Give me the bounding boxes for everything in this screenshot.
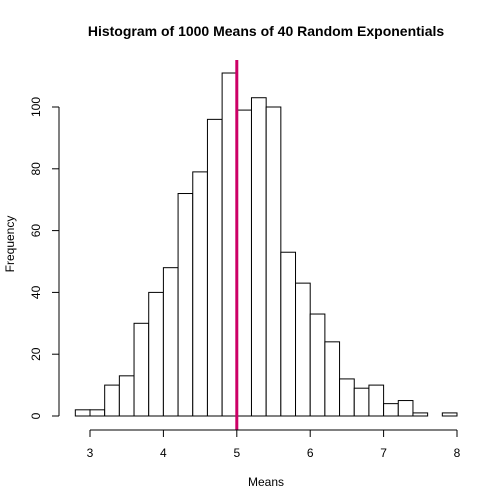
histogram-bar [118,375,135,417]
x-axis-label: Means [248,475,284,489]
y-tick-label: 0 [29,412,43,419]
histogram-bar [397,400,414,417]
histogram-bar [280,251,297,417]
y-tick-label: 60 [29,224,43,238]
histogram-bar [368,384,385,417]
histogram-bar [250,97,267,417]
histogram-bar [133,322,150,417]
x-tick-label: 8 [454,446,461,460]
histogram-bar [162,267,179,417]
histogram-bar [192,171,208,417]
histogram-bar [236,109,252,417]
histogram-bar [148,291,164,417]
histogram-bar [295,282,311,417]
y-axis: 0 20 40 60 80 100 [29,97,60,419]
histogram-bar [265,106,282,417]
histogram-bar [104,384,120,417]
y-tick-label: 40 [29,285,43,299]
histogram-bars [74,72,458,417]
x-tick-label: 3 [87,446,94,460]
y-axis-label: Frequency [3,216,17,273]
y-tick-label: 80 [29,162,43,176]
histogram-bar [383,403,399,417]
histogram-bar [74,409,91,417]
histogram-bar [324,341,341,417]
x-tick-label: 4 [160,446,167,460]
histogram-bar [339,378,355,417]
x-tick-label: 7 [380,446,387,460]
x-tick-label: 5 [233,446,240,460]
histogram-bar [441,412,458,417]
x-axis: 3 4 5 6 7 8 [87,429,461,460]
histogram-bar [309,313,326,417]
histogram-bar [412,412,429,417]
histogram-bar [177,193,194,417]
chart-title: Histogram of 1000 Means of 40 Random Exp… [88,23,445,39]
y-tick-label: 20 [29,347,43,361]
y-tick-label: 100 [29,97,43,117]
histogram-bar [206,118,223,417]
x-tick-label: 6 [307,446,314,460]
histogram-bar [221,72,238,417]
histogram-bar [89,409,106,417]
histogram-bar [353,387,370,417]
